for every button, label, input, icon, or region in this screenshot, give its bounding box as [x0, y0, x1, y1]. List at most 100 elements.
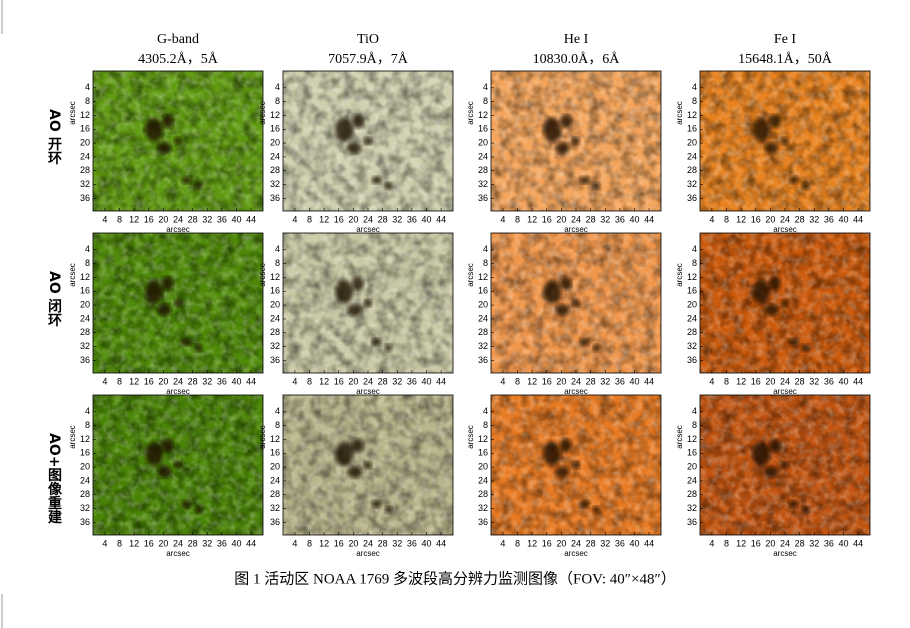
y-tick-label: 32: [270, 341, 280, 351]
x-tick-label: 8: [515, 376, 520, 386]
y-tick-label: 20: [478, 299, 488, 309]
y-tick-label: 28: [478, 489, 488, 499]
y-tick-label: 28: [270, 489, 280, 499]
x-tick-label: 8: [515, 214, 520, 224]
x-tick-label: 36: [217, 538, 227, 548]
sunspot: [145, 279, 164, 304]
y-axis-label: arcsec: [68, 101, 77, 125]
x-tick-label: 16: [334, 376, 344, 386]
x-tick-label: 32: [202, 376, 212, 386]
y-tick-label: 12: [687, 434, 697, 444]
sunspot: [371, 500, 382, 509]
x-tick-label: 24: [571, 538, 581, 548]
x-tick-label: 32: [392, 538, 402, 548]
solar-image: [699, 232, 871, 374]
y-tick-label: 12: [270, 272, 280, 282]
x-tick-label: 40: [629, 538, 639, 548]
y-tick-label: 36: [270, 193, 280, 203]
x-tick-label: 28: [795, 214, 805, 224]
x-tick-label: 36: [407, 538, 417, 548]
y-tick-label: 16: [80, 448, 90, 458]
sunspot: [384, 505, 393, 514]
x-tick-label: 44: [436, 538, 446, 548]
sunspot: [781, 137, 789, 145]
y-tick-label: 4: [85, 244, 90, 254]
sunspot: [181, 176, 192, 185]
x-tick-label: 40: [838, 214, 848, 224]
y-tick-label: 8: [692, 258, 697, 268]
x-tick-label: 16: [144, 376, 154, 386]
x-tick-label: 8: [515, 538, 520, 548]
x-tick-label: 12: [129, 538, 139, 548]
x-tick-label: 20: [556, 376, 566, 386]
sunspot: [194, 505, 203, 514]
sunspot: [781, 299, 789, 307]
x-tick-label: 28: [586, 376, 596, 386]
sunspot: [384, 343, 393, 352]
x-tick-label: 32: [809, 538, 819, 548]
x-tick-label: 36: [824, 214, 834, 224]
x-tick-label: 12: [527, 214, 537, 224]
y-tick-label: 36: [270, 517, 280, 527]
y-axis-label: arcsec: [68, 425, 77, 449]
x-tick-label: 16: [334, 538, 344, 548]
x-tick-label: 16: [334, 214, 344, 224]
y-tick-label: 32: [478, 503, 488, 513]
x-tick-label: 28: [586, 538, 596, 548]
x-tick-label: 40: [838, 538, 848, 548]
sunspot: [371, 176, 382, 185]
x-tick-label: 24: [363, 376, 373, 386]
x-tick-label: 40: [231, 214, 241, 224]
y-tick-label: 24: [270, 475, 280, 485]
x-tick-label: 4: [292, 376, 297, 386]
column-title: Fe I: [774, 32, 797, 47]
y-tick-label: 20: [687, 461, 697, 471]
x-tick-label: 4: [500, 538, 505, 548]
x-tick-label: 44: [644, 214, 654, 224]
y-tick-label: 4: [85, 82, 90, 92]
x-tick-label: 32: [809, 376, 819, 386]
solar-image: [92, 70, 264, 212]
sunspot: [801, 505, 810, 514]
y-tick-label: 8: [85, 258, 90, 268]
y-tick-label: 12: [270, 110, 280, 120]
y-axis-label: arcsec: [466, 263, 475, 287]
y-tick-label: 28: [80, 165, 90, 175]
y-tick-label: 36: [80, 517, 90, 527]
x-tick-label: 8: [307, 214, 312, 224]
x-tick-label: 12: [736, 214, 746, 224]
y-tick-label: 20: [80, 461, 90, 471]
x-tick-label: 28: [586, 214, 596, 224]
y-tick-label: 4: [692, 244, 697, 254]
y-tick-label: 8: [275, 258, 280, 268]
y-tick-label: 8: [692, 96, 697, 106]
x-tick-label: 36: [615, 538, 625, 548]
x-axis-label: arcsec: [773, 549, 797, 558]
sunspot: [572, 461, 580, 469]
x-tick-label: 20: [556, 538, 566, 548]
x-tick-label: 4: [102, 214, 107, 224]
y-tick-label: 20: [687, 299, 697, 309]
x-tick-label: 12: [736, 538, 746, 548]
x-tick-label: 12: [129, 214, 139, 224]
y-axis-label: arcsec: [675, 263, 684, 287]
sunspot: [157, 142, 172, 154]
x-tick-label: 16: [542, 376, 552, 386]
y-tick-label: 24: [270, 151, 280, 161]
sunspot: [364, 299, 372, 307]
y-tick-label: 12: [80, 110, 90, 120]
y-tick-label: 8: [483, 420, 488, 430]
y-tick-label: 12: [478, 110, 488, 120]
x-tick-label: 16: [751, 214, 761, 224]
y-tick-label: 16: [270, 448, 280, 458]
x-tick-label: 12: [129, 376, 139, 386]
y-tick-label: 8: [483, 96, 488, 106]
sunspot: [351, 114, 364, 129]
y-tick-label: 32: [80, 341, 90, 351]
sunspot: [752, 441, 771, 466]
y-tick-label: 12: [270, 434, 280, 444]
y-tick-label: 16: [478, 286, 488, 296]
sunspot: [181, 338, 192, 347]
x-tick-label: 12: [527, 538, 537, 548]
